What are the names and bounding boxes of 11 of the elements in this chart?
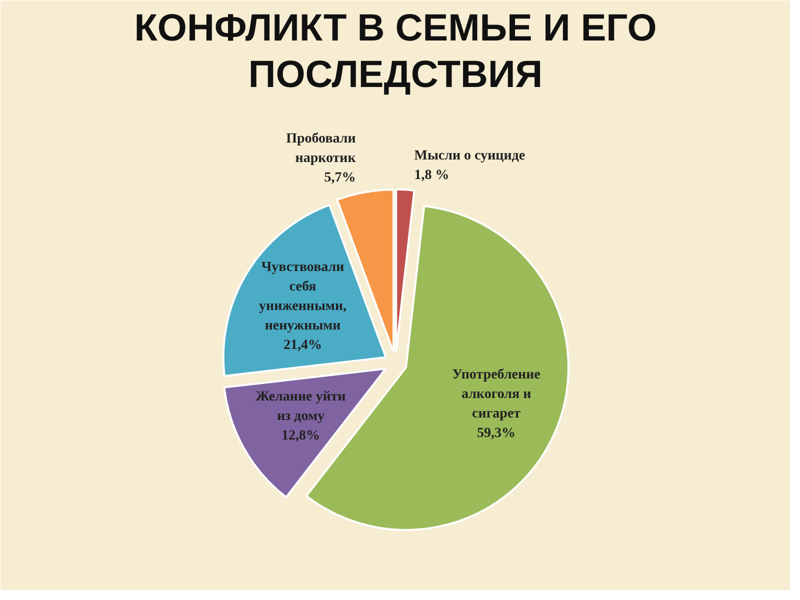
data-label: 59,3% [477,426,516,441]
slice-label: Пробовали наркотик [286,131,357,166]
slice-label: Мысли о суициде [414,148,526,164]
data-label: 1,8 % [414,168,450,183]
chart-title: КОНФЛИКТ В СЕМЬЕ И ЕГО ПОСЛЕДСТВИЯ [134,8,657,96]
data-label: 21,4% [284,338,322,353]
slice-label: Употребление алкоголя и сигарет [452,367,540,422]
slice-label: Желание уйти из дому [256,390,346,424]
data-label: 5,7% [324,170,356,186]
slice-label: Чувствовали себя униженными, ненужными [259,260,347,334]
data-label: 12,8% [281,428,320,444]
